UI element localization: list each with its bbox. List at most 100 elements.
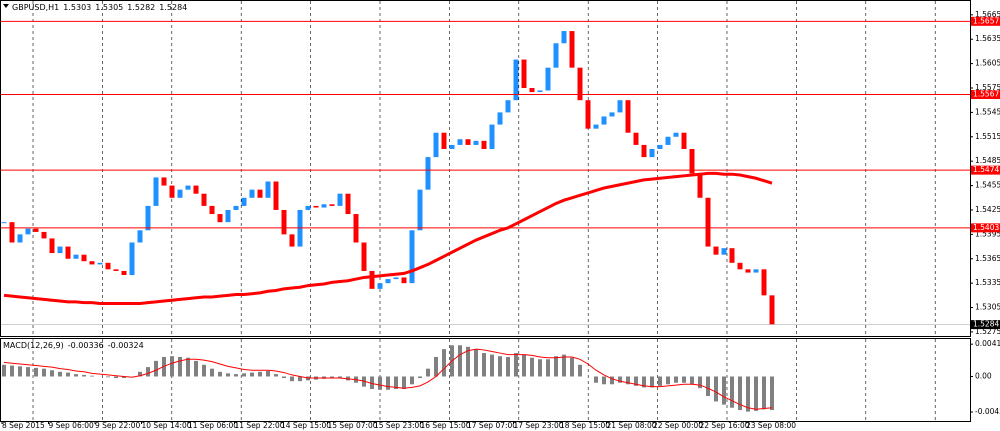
histogram-bar [634, 376, 638, 386]
histogram-bar [386, 376, 390, 390]
candle [129, 242, 135, 276]
candle [409, 230, 415, 284]
moving-average [3, 171, 773, 305]
x-tick-label: 22 Sep 16:00 [700, 421, 750, 430]
x-tick-label: 15 Sep 23:00 [374, 421, 424, 430]
histogram-bar [290, 376, 294, 382]
histogram-bar [74, 374, 78, 377]
x-tick-label: 11 Sep 06:00 [188, 421, 238, 430]
macd-header: MACD(12,26,9) -0.00336 -0.00324 [3, 341, 144, 350]
histogram-bar [618, 376, 622, 383]
y-tick-label: 1.5635 [975, 34, 1000, 43]
histogram-bar [234, 374, 238, 377]
candle [393, 277, 399, 280]
header-value: 1.5305 [95, 3, 123, 12]
symbol: GBPUSD,H1 [12, 3, 59, 12]
histogram-bar [546, 359, 550, 377]
candle [9, 222, 15, 243]
histogram-bar [330, 376, 334, 379]
candle [57, 246, 63, 254]
candle [441, 132, 447, 149]
candle [457, 139, 463, 145]
level-label: 1.5474 [973, 165, 999, 174]
histogram-bar [498, 356, 502, 377]
candle [649, 148, 655, 158]
histogram-bar [370, 376, 374, 389]
candle [105, 262, 111, 270]
histogram-bar [538, 359, 542, 377]
histogram-bar [650, 376, 654, 388]
candle [329, 204, 335, 206]
candle [217, 214, 223, 223]
candle [625, 100, 631, 133]
candle [257, 189, 263, 198]
y-tick-label: 1.5665 [975, 10, 1000, 19]
histogram-bar [530, 357, 534, 377]
candle [137, 230, 143, 243]
candle [305, 205, 311, 210]
macd-panel [0, 338, 971, 422]
candle [73, 254, 79, 259]
y-tick-label: 0.00414 [975, 339, 1000, 348]
candle [281, 209, 287, 235]
histogram-bar [106, 376, 110, 378]
histogram-bar [722, 376, 726, 405]
menu-arrow[interactable] [3, 4, 9, 8]
candle [273, 181, 279, 210]
header-value: 1.5303 [63, 3, 91, 12]
histogram-bar [514, 353, 518, 377]
histogram-bar [82, 374, 86, 377]
x-tick-label: 17 Sep 23:00 [514, 421, 564, 430]
histogram-bar [706, 376, 710, 397]
candle [481, 140, 487, 149]
histogram-bar [690, 376, 694, 385]
candle [121, 270, 127, 276]
candle [641, 144, 647, 158]
x-tick-label: 14 Sep 15:00 [281, 421, 331, 430]
candle [249, 189, 255, 198]
candle [377, 283, 383, 289]
candle [465, 139, 471, 145]
x-tick-label: 21 Sep 08:00 [607, 421, 657, 430]
histogram-bar [554, 356, 558, 377]
y-tick-label: 1.5425 [975, 205, 1000, 214]
histogram-bar [578, 364, 582, 377]
candle [81, 254, 87, 262]
histogram-bar [26, 367, 30, 377]
y-tick-label: 1.5365 [975, 254, 1000, 263]
candle [537, 90, 543, 93]
candle [361, 242, 367, 271]
histogram-bar [434, 356, 438, 377]
histogram-bar [658, 376, 662, 386]
x-tick-label: 10 Sep 14:00 [142, 421, 192, 430]
last-price-tag [971, 320, 1000, 330]
y-tick-label: 1.5545 [975, 107, 1000, 116]
candle [553, 43, 559, 68]
histogram-bar [714, 376, 718, 402]
candle [569, 31, 575, 68]
histogram-bar [378, 376, 382, 390]
histogram-bar [738, 376, 742, 411]
candle [601, 116, 607, 125]
candle [337, 193, 343, 206]
candle [617, 100, 623, 113]
level-tag [971, 16, 1000, 26]
candle [89, 261, 95, 265]
candle [25, 228, 31, 235]
histogram-bar [178, 356, 182, 377]
signal-line [3, 348, 773, 410]
x-tick-label: 22 Sep 00:00 [653, 421, 703, 430]
candle [689, 148, 695, 174]
histogram-bar [266, 371, 270, 377]
histogram-bar [394, 376, 398, 389]
histogram-bar [746, 376, 750, 412]
y-tick-label: -0.00455 [975, 407, 1000, 416]
candle [97, 262, 103, 265]
candle [665, 136, 671, 145]
histogram-bar [754, 376, 758, 411]
histogram-bar [274, 374, 278, 377]
y-tick-label: 1.5335 [975, 278, 1000, 287]
x-tick-label: 8 Sep 2015 [2, 421, 45, 430]
histogram-bar [442, 349, 446, 377]
candle [65, 246, 71, 259]
